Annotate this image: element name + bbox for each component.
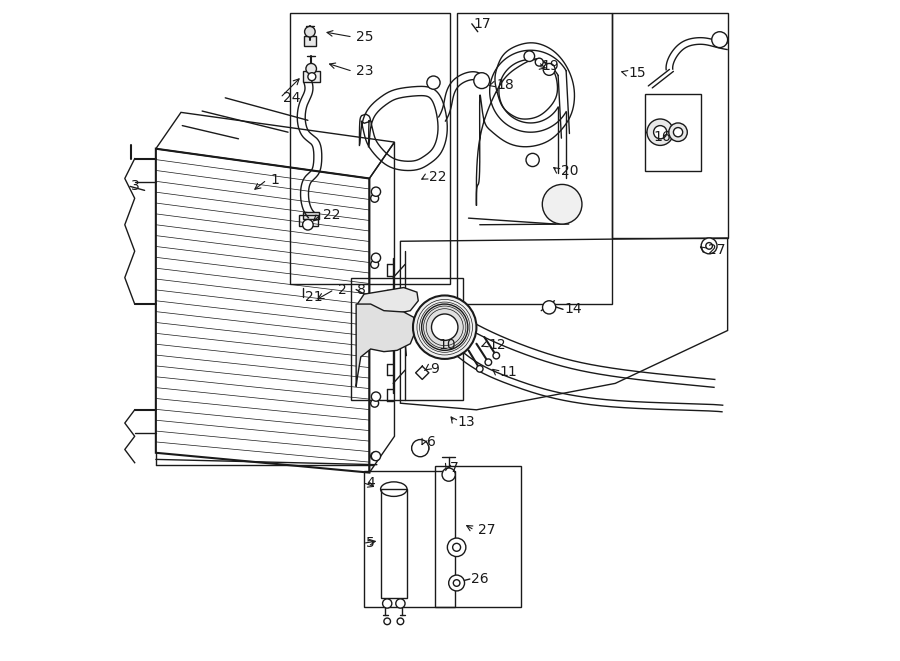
Text: 3: 3 bbox=[131, 179, 140, 194]
Text: 27: 27 bbox=[478, 523, 495, 537]
Circle shape bbox=[453, 543, 461, 551]
Text: 16: 16 bbox=[653, 130, 671, 145]
Text: 25: 25 bbox=[356, 30, 374, 44]
Polygon shape bbox=[356, 304, 416, 387]
Circle shape bbox=[543, 184, 582, 224]
Bar bbox=[300, 215, 318, 226]
Bar bbox=[456, 13, 612, 304]
Text: 21: 21 bbox=[304, 290, 322, 305]
Circle shape bbox=[384, 618, 391, 625]
Circle shape bbox=[543, 301, 556, 314]
Text: 22: 22 bbox=[428, 170, 446, 184]
Text: 10: 10 bbox=[438, 338, 455, 352]
Text: 26: 26 bbox=[472, 572, 489, 586]
Text: 11: 11 bbox=[500, 365, 518, 379]
Circle shape bbox=[476, 366, 483, 372]
Circle shape bbox=[371, 333, 379, 341]
Text: 9: 9 bbox=[430, 362, 439, 376]
Circle shape bbox=[382, 599, 392, 608]
Circle shape bbox=[447, 538, 466, 557]
Bar bbox=[290, 13, 450, 284]
Circle shape bbox=[372, 451, 381, 461]
Bar bbox=[303, 212, 320, 219]
Circle shape bbox=[308, 73, 316, 81]
Circle shape bbox=[454, 580, 460, 586]
Circle shape bbox=[427, 76, 440, 89]
Bar bbox=[364, 471, 455, 607]
Circle shape bbox=[371, 399, 379, 407]
Circle shape bbox=[372, 187, 381, 196]
Circle shape bbox=[306, 63, 317, 74]
Bar bbox=[612, 13, 727, 238]
Bar bbox=[381, 489, 407, 598]
Text: 17: 17 bbox=[473, 17, 491, 31]
Text: 15: 15 bbox=[628, 65, 646, 80]
Text: 27: 27 bbox=[707, 243, 725, 257]
Text: 20: 20 bbox=[561, 163, 579, 178]
Circle shape bbox=[673, 128, 683, 137]
Circle shape bbox=[647, 119, 673, 145]
Circle shape bbox=[371, 452, 379, 460]
Circle shape bbox=[449, 575, 464, 591]
Circle shape bbox=[524, 51, 535, 61]
Text: 1: 1 bbox=[270, 173, 279, 187]
Bar bbox=[645, 94, 701, 171]
Polygon shape bbox=[357, 288, 418, 317]
Circle shape bbox=[421, 304, 468, 350]
Bar bbox=[351, 278, 464, 400]
Text: 2: 2 bbox=[338, 282, 346, 297]
Circle shape bbox=[411, 440, 428, 457]
Circle shape bbox=[396, 599, 405, 608]
Text: 19: 19 bbox=[541, 59, 559, 73]
Text: 7: 7 bbox=[450, 461, 459, 475]
Text: 4: 4 bbox=[366, 475, 374, 490]
Bar bbox=[436, 466, 521, 607]
Text: 24: 24 bbox=[284, 91, 301, 105]
Circle shape bbox=[544, 63, 555, 75]
Circle shape bbox=[304, 26, 315, 37]
Circle shape bbox=[706, 243, 713, 249]
Circle shape bbox=[372, 253, 381, 262]
Text: 12: 12 bbox=[489, 338, 506, 352]
Circle shape bbox=[372, 392, 381, 401]
Circle shape bbox=[701, 238, 717, 254]
Text: 22: 22 bbox=[323, 208, 340, 223]
Circle shape bbox=[669, 123, 688, 141]
Circle shape bbox=[485, 359, 491, 366]
Text: 23: 23 bbox=[356, 64, 374, 79]
Text: 6: 6 bbox=[427, 434, 436, 449]
Circle shape bbox=[413, 295, 476, 359]
Text: 8: 8 bbox=[357, 282, 366, 297]
Circle shape bbox=[493, 352, 500, 359]
Circle shape bbox=[536, 58, 544, 66]
Circle shape bbox=[712, 32, 727, 48]
FancyBboxPatch shape bbox=[304, 36, 316, 46]
Circle shape bbox=[473, 73, 490, 89]
Circle shape bbox=[371, 260, 379, 268]
Circle shape bbox=[431, 314, 458, 340]
Circle shape bbox=[526, 153, 539, 167]
Circle shape bbox=[302, 219, 313, 230]
Circle shape bbox=[653, 126, 667, 139]
Circle shape bbox=[442, 468, 455, 481]
Text: 5: 5 bbox=[366, 536, 374, 551]
Text: 13: 13 bbox=[458, 414, 475, 429]
Text: 14: 14 bbox=[564, 302, 582, 317]
Circle shape bbox=[397, 618, 404, 625]
Text: 18: 18 bbox=[496, 77, 514, 92]
Circle shape bbox=[371, 194, 379, 202]
Bar bbox=[303, 71, 320, 82]
